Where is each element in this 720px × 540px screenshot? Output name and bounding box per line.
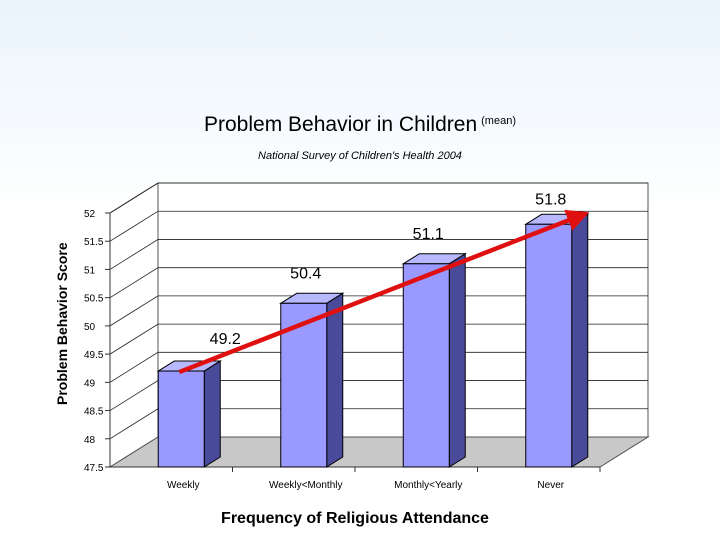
bar	[156, 360, 222, 468]
chart-title-suffix: (mean)	[481, 115, 516, 127]
data-label: 49.2	[210, 331, 241, 348]
bar-side	[571, 213, 589, 468]
chart-title: Problem Behavior in Children	[204, 113, 478, 136]
y-tick-label: 48	[84, 435, 96, 446]
gridline	[109, 210, 648, 242]
x-tick-label: Weekly<Monthly	[269, 480, 342, 491]
chart-subtitle: National Survey of Children's Health 200…	[258, 150, 462, 162]
y-tick-label: 52	[84, 209, 96, 220]
data-label: 51.8	[535, 191, 566, 208]
data-label: 51.1	[413, 226, 444, 243]
gridline	[109, 267, 648, 299]
bar-front	[525, 223, 573, 468]
bar-side	[326, 292, 344, 468]
y-tick-label: 50	[84, 322, 96, 333]
x-tick-label: Weekly	[167, 480, 200, 491]
x-axis-label: Frequency of Religious Attendance	[221, 510, 489, 527]
bar-front	[157, 370, 205, 468]
gridline	[109, 239, 648, 270]
y-tick-label: 51	[84, 265, 96, 276]
bar	[524, 213, 590, 468]
y-tick-label: 48.5	[84, 407, 104, 418]
y-tick-label: 50.5	[84, 294, 104, 305]
y-tick-label: 47.5	[84, 463, 104, 474]
bar-side	[203, 360, 221, 468]
y-tick-label: 49.5	[84, 350, 104, 361]
chart-side-wall	[109, 182, 159, 468]
y-tick-label: 49	[84, 378, 96, 389]
gridline	[109, 351, 648, 383]
bar	[401, 252, 467, 468]
x-tick-label: Monthly<Yearly	[394, 480, 462, 491]
bar-front	[402, 263, 450, 468]
y-tick-label: 51.5	[84, 237, 104, 248]
x-tick-label: Never	[537, 480, 564, 491]
chart-title-row: Problem Behavior in Children (mean)	[0, 113, 720, 137]
bar-side	[448, 252, 466, 468]
gridline	[109, 182, 648, 214]
trend-arrow	[178, 209, 590, 375]
gridline	[109, 323, 648, 355]
data-label: 50.4	[290, 265, 321, 282]
gridline	[109, 295, 648, 327]
